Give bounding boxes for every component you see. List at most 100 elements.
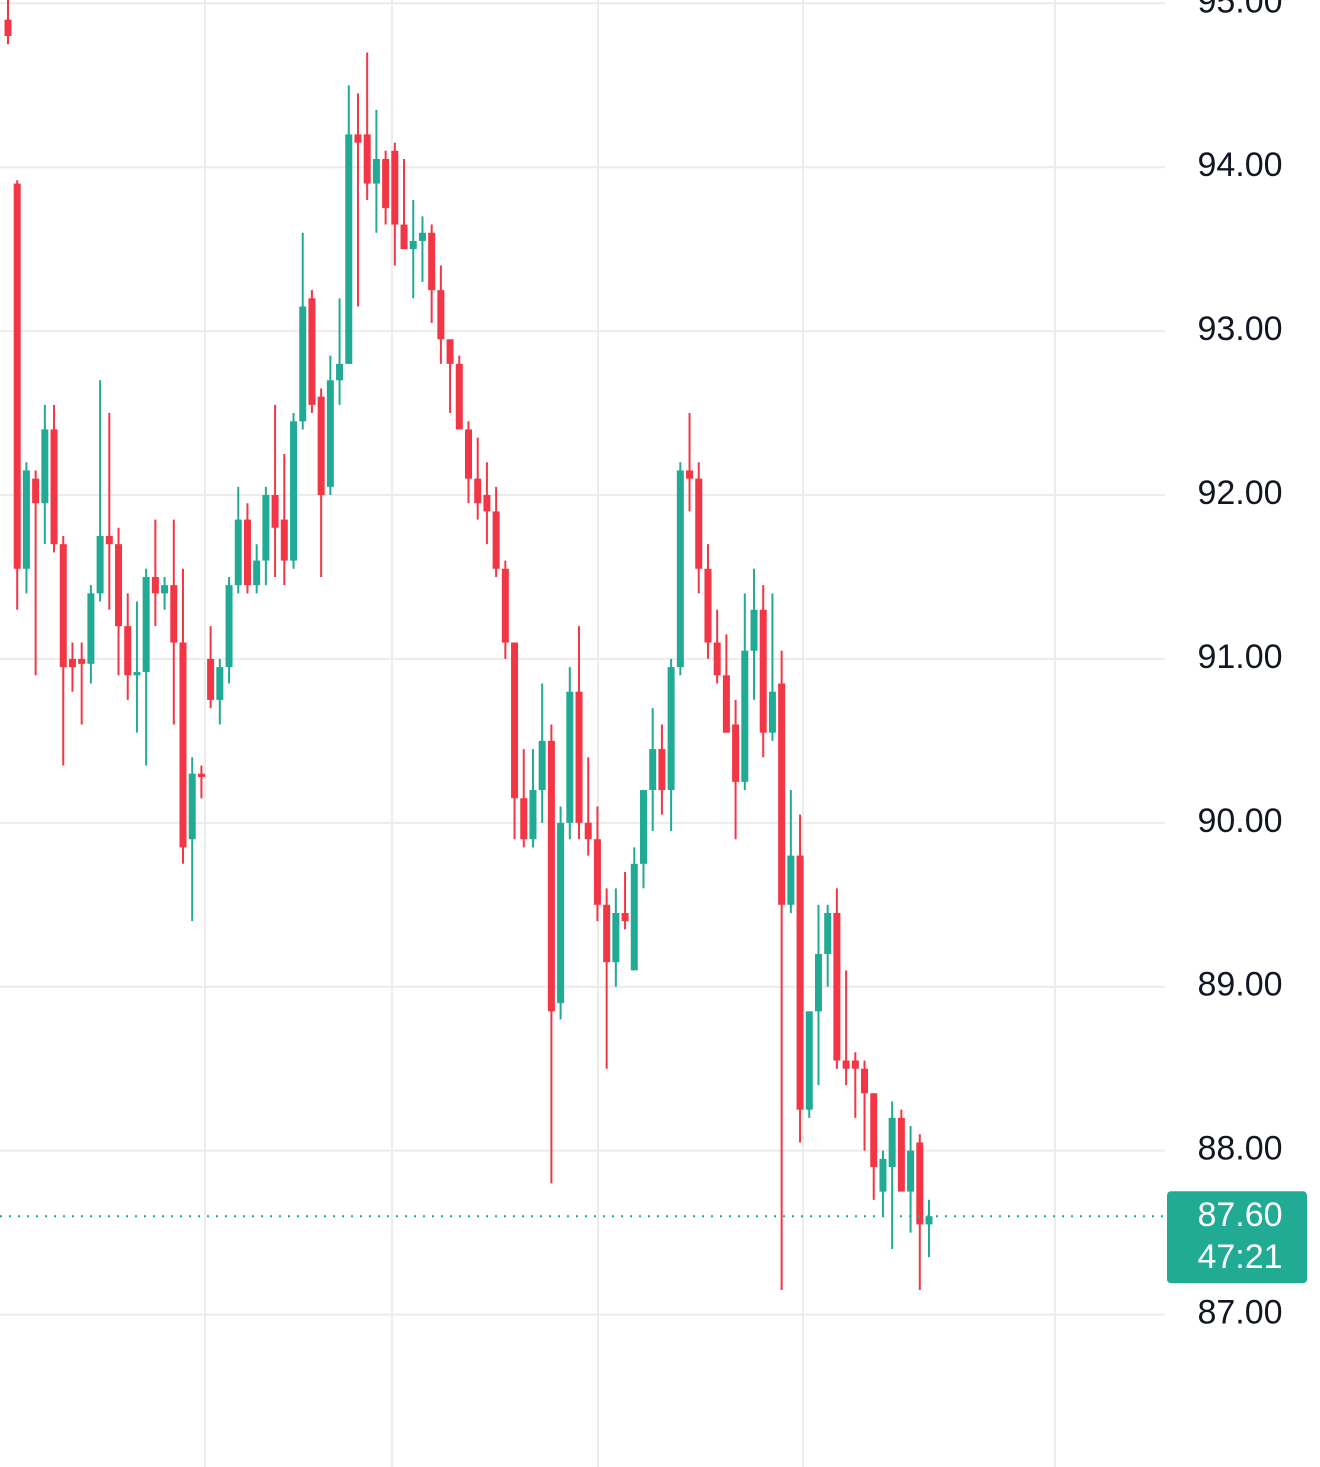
candle-body — [50, 429, 58, 545]
candle-body — [197, 773, 205, 777]
candle-body — [68, 658, 76, 668]
candle-body — [861, 1068, 869, 1094]
candle-body — [280, 519, 288, 561]
candle-body — [483, 495, 491, 512]
candle-body — [593, 839, 601, 905]
y-tick-label: 94.00 — [1197, 146, 1282, 184]
candle-body — [207, 658, 215, 700]
candle-body — [511, 642, 519, 799]
candle-body — [695, 478, 703, 569]
candle-body — [547, 740, 555, 1012]
candle-body — [179, 642, 187, 848]
candle-body — [870, 1093, 878, 1168]
candle-body — [437, 290, 445, 340]
candle-body — [290, 421, 298, 561]
candle-body — [676, 470, 684, 668]
candle-body — [96, 535, 104, 594]
candle-body — [234, 519, 242, 586]
candle-body — [575, 691, 583, 823]
candle-body — [538, 740, 546, 791]
candle-body — [916, 1142, 924, 1225]
candle-body — [32, 478, 40, 504]
candle-body — [630, 863, 638, 971]
candle-body — [603, 904, 611, 963]
y-tick-label: 88.00 — [1197, 1130, 1282, 1168]
candle-body — [382, 158, 390, 209]
candle-body — [722, 675, 730, 733]
y-tick-label: 90.00 — [1197, 802, 1282, 840]
candle-body — [13, 183, 21, 569]
candle-body — [428, 232, 436, 291]
candle-body — [151, 576, 159, 594]
candle-body — [492, 511, 500, 569]
candle-body — [501, 568, 509, 643]
candle-body — [566, 691, 574, 823]
candle-body — [750, 609, 758, 651]
candle-body — [897, 1117, 905, 1192]
candle-body — [170, 585, 178, 643]
candle-body — [336, 363, 344, 381]
candle-body — [345, 134, 353, 364]
y-tick-label: 95.00 — [1197, 0, 1282, 20]
candle-body — [584, 822, 592, 840]
candle-body — [317, 396, 325, 496]
candle-body — [805, 1011, 813, 1110]
y-tick-label: 87.00 — [1197, 1294, 1282, 1332]
candle-body — [520, 798, 528, 840]
candle-body — [879, 1158, 887, 1192]
candle-body — [796, 855, 804, 1110]
candle-body — [557, 822, 565, 1004]
candle-body — [741, 650, 749, 782]
candle-body — [133, 672, 141, 676]
candle-body — [704, 568, 712, 643]
candle-body — [529, 790, 537, 840]
countdown-label: 47:21 — [1197, 1238, 1282, 1276]
y-tick-label: 93.00 — [1197, 310, 1282, 348]
candle-body — [888, 1117, 896, 1168]
y-tick-label: 92.00 — [1197, 474, 1282, 512]
candle-body — [142, 576, 150, 673]
candle-body — [446, 339, 454, 364]
candle-body — [308, 298, 316, 405]
candle-body — [474, 478, 482, 504]
candle-body — [732, 724, 740, 782]
candle-body — [253, 560, 261, 586]
candle-body — [391, 150, 399, 225]
candle-body — [59, 544, 67, 668]
candle-body — [22, 470, 30, 569]
candle-body — [658, 749, 666, 791]
candle-body — [851, 1060, 859, 1069]
candle-body — [400, 224, 408, 250]
candle-body — [161, 585, 169, 594]
candle-body — [814, 953, 822, 1012]
candle-body — [363, 134, 371, 184]
candle-body — [271, 495, 279, 528]
candle-body — [409, 240, 417, 250]
y-tick-label: 89.00 — [1197, 966, 1282, 1004]
candle-body — [778, 683, 786, 905]
candle-body — [372, 158, 380, 184]
y-tick-label: 91.00 — [1197, 638, 1282, 676]
candle-body — [649, 749, 657, 791]
candle-body — [713, 642, 721, 676]
candle-body — [188, 773, 196, 840]
candle-body — [612, 912, 620, 963]
candle-body — [686, 470, 694, 479]
candle-body — [299, 306, 307, 422]
candle-body — [354, 134, 362, 143]
candle-body — [621, 912, 629, 922]
candle-body — [326, 380, 334, 487]
time-grid — [204, 0, 1056, 1467]
candle-body — [87, 593, 95, 664]
candle-body — [842, 1060, 850, 1069]
candle-body — [216, 667, 224, 700]
candle-body — [105, 535, 113, 545]
candle-body — [907, 1150, 915, 1192]
candle-body — [455, 363, 463, 430]
candle-body — [225, 585, 233, 668]
last-price-tag — [1167, 1191, 1307, 1284]
candle-body — [243, 519, 251, 586]
candle-body — [115, 544, 123, 627]
